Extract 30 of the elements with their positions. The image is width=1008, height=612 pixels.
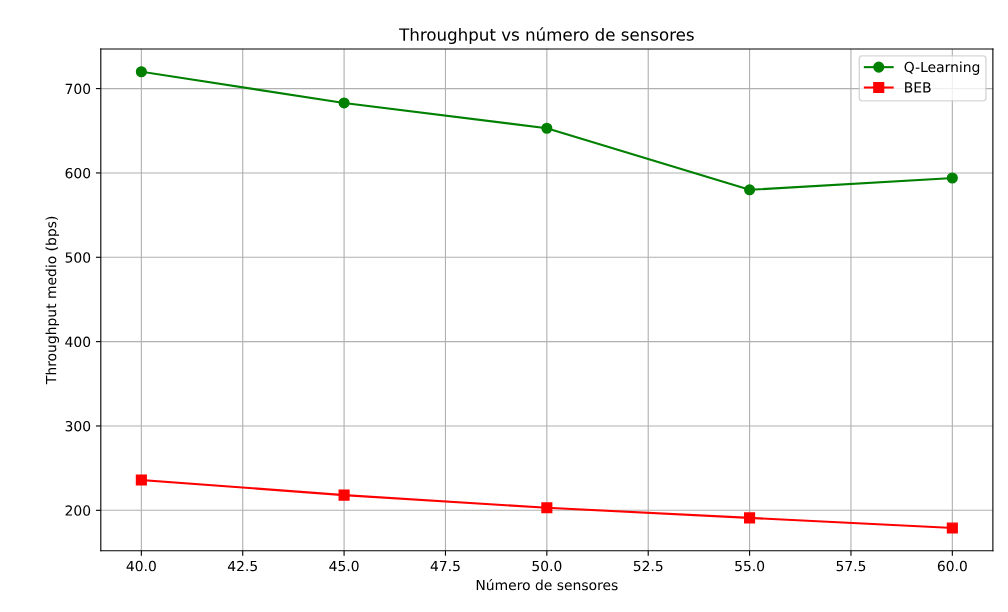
x-axis-title: Número de sensores [476,578,618,591]
legend-label: BEB [905,82,931,93]
y-tick-label: 500 [65,252,91,263]
y-tick-label: 600 [65,167,91,179]
point [946,172,958,184]
y-tick-label: 200 [65,505,91,516]
y-tick-label: 300 [65,420,91,432]
point [541,502,553,514]
point [135,474,147,486]
y-tick-label: 700 [65,83,91,95]
y-tick-label: 400 [65,336,91,348]
x-tick-label: 47.5 [430,560,460,572]
legend-label: Q-Learning [904,61,980,75]
chart-title: Throughput vs número de sensores [399,27,694,45]
x-tick-label: 50.0 [532,560,562,572]
point [744,184,756,196]
x-tick-label: 45.0 [329,560,359,572]
point [946,522,958,534]
point [744,512,756,524]
x-tick-label: 40.0 [126,560,156,572]
x-tick-label: 52.5 [633,560,663,572]
x-tick-label: 42.5 [227,560,257,572]
x-tick-label: 57.5 [836,560,866,572]
point [338,97,350,109]
y-axis-title: Throughput medio (bps) [45,216,60,385]
point [541,122,553,134]
x-tick-label: 55.0 [735,560,765,572]
point [338,489,350,501]
x-tick-label: 60.0 [937,560,967,572]
point [135,66,147,78]
